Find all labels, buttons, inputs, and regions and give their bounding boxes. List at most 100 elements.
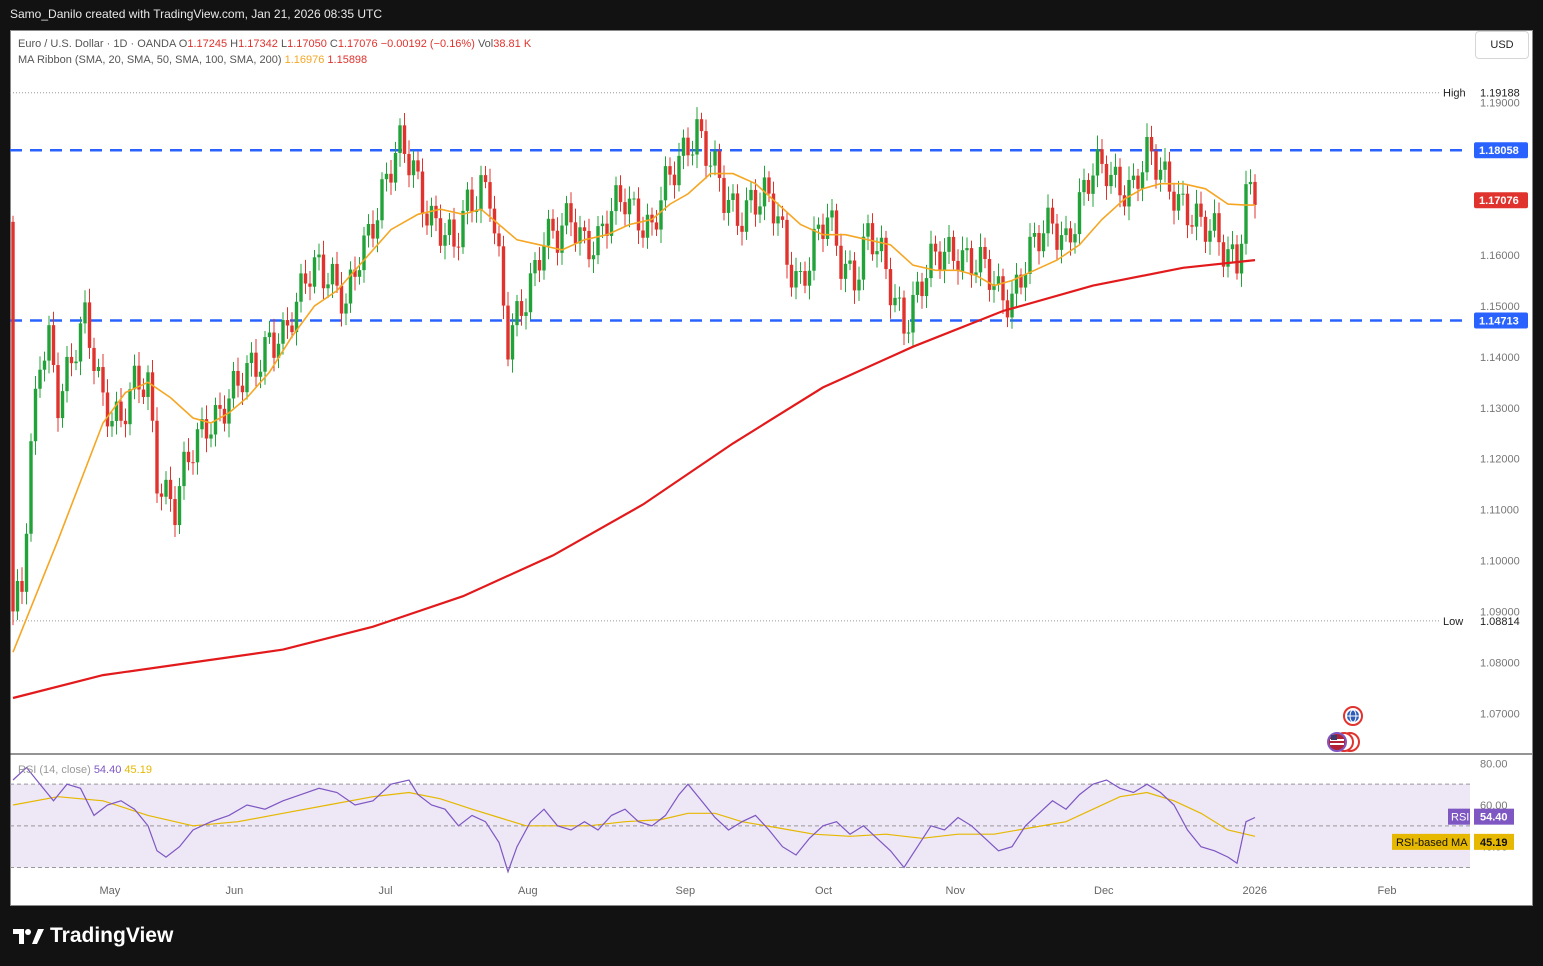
candle-body (677, 155, 681, 186)
candle-body (281, 320, 285, 344)
us-events-icon[interactable] (1326, 731, 1362, 753)
candle-body (600, 223, 605, 227)
candle-body (929, 243, 933, 279)
candle-body (1095, 149, 1100, 176)
candle-body (807, 270, 812, 286)
candle-body (888, 269, 893, 306)
candle-body (947, 236, 951, 252)
candle-body (42, 360, 47, 370)
chart-panel[interactable] (10, 30, 1533, 906)
candle-body (573, 222, 578, 244)
candle-body (821, 224, 825, 239)
candle-body (839, 245, 843, 279)
candle-body (857, 279, 861, 291)
price-tick-label: 1.07000 (1480, 708, 1520, 720)
candle-body (789, 264, 794, 288)
candle-body (65, 356, 69, 392)
candle-body (1172, 191, 1176, 211)
candle-body (96, 367, 101, 372)
candle-body (461, 210, 465, 248)
candle-body (371, 223, 375, 239)
candle-body (555, 230, 560, 253)
rsi-tag-box (1448, 808, 1470, 825)
candle-body (69, 356, 74, 364)
candle-body (785, 219, 789, 265)
candle-body (1176, 194, 1181, 211)
candle-body (411, 160, 416, 176)
candle-body (294, 301, 299, 333)
candle-body (326, 284, 330, 289)
candle-body (1091, 175, 1095, 194)
candle-body (780, 216, 785, 220)
candle-body (951, 236, 956, 261)
candle-body (578, 227, 582, 244)
candle-body (879, 237, 884, 252)
candle-body (1140, 172, 1145, 189)
candle-body (965, 248, 969, 251)
candle-body (636, 198, 641, 231)
candle-body (591, 255, 596, 260)
candle-body (182, 451, 186, 487)
candle-body (798, 271, 803, 273)
candle-body (60, 391, 65, 419)
time-tick-label: Dec (1094, 885, 1114, 897)
candle-body (812, 228, 816, 271)
candle-body (447, 219, 452, 236)
candle-body (398, 125, 402, 153)
currency-button[interactable]: USD (1475, 31, 1529, 59)
candle-body (114, 401, 119, 422)
ma200-line (12, 259, 1256, 700)
candle-body (938, 251, 942, 271)
rsi-legend-label[interactable]: RSI (14, close) (18, 764, 91, 776)
candle-body (564, 203, 569, 226)
candle-body (668, 166, 672, 175)
candle-body (1073, 234, 1077, 243)
candle-body (1221, 242, 1226, 267)
candle-body (663, 166, 668, 201)
candle-body (344, 303, 348, 314)
economic-event-icon[interactable] (1343, 706, 1363, 726)
candle-body (825, 217, 830, 239)
candle-body (911, 294, 915, 333)
time-tick-label: May (100, 885, 121, 897)
time-axis[interactable]: May Jun Jul Aug Sep Oct Nov Dec 2026 Feb (100, 885, 1397, 897)
candle-body (902, 297, 906, 334)
candle-body (488, 182, 492, 209)
low-label-box (1440, 612, 1472, 629)
candle-body (524, 312, 528, 316)
candle-body (659, 200, 663, 230)
candle-body (816, 224, 821, 229)
candle-body (1086, 179, 1091, 194)
candle-body (335, 263, 339, 286)
rsi-value-label: 54.40 (1480, 812, 1508, 824)
rsi-tick-label: 80.00 (1480, 758, 1508, 770)
candle-body (456, 246, 461, 248)
candle-body (996, 276, 1001, 285)
footer-brand[interactable]: TradingView (12, 924, 173, 948)
candle-body (1203, 216, 1208, 242)
candle-body (51, 325, 56, 366)
candle-body (33, 388, 38, 442)
candle-body (303, 273, 308, 284)
rsi-legend: RSI (14, close) 54.40 45.19 (18, 764, 152, 776)
candle-body (1113, 166, 1118, 175)
candle-body (987, 259, 992, 290)
ma-ribbon-row: MA Ribbon (SMA, 20, SMA, 50, SMA, 100, S… (18, 52, 531, 68)
rsi-ma-value-label: 45.19 (1480, 837, 1508, 849)
volume-value: 38.81 K (493, 38, 532, 50)
time-tick-label: Sep (676, 885, 696, 897)
candle-body (407, 153, 411, 176)
open-label: O (178, 38, 188, 50)
candle-body (1019, 274, 1023, 288)
symbol-name[interactable]: Euro / U.S. Dollar · 1D · OANDA (18, 38, 176, 50)
candle-body (510, 325, 515, 360)
candle-body (542, 245, 546, 271)
candle-body (105, 392, 110, 427)
high-label: H (230, 38, 239, 50)
candle-body (402, 125, 407, 154)
candle-body (362, 235, 366, 271)
ma-ribbon-label[interactable]: MA Ribbon (SMA, 20, SMA, 50, SMA, 100, S… (18, 54, 282, 66)
candle-body (1122, 195, 1127, 207)
